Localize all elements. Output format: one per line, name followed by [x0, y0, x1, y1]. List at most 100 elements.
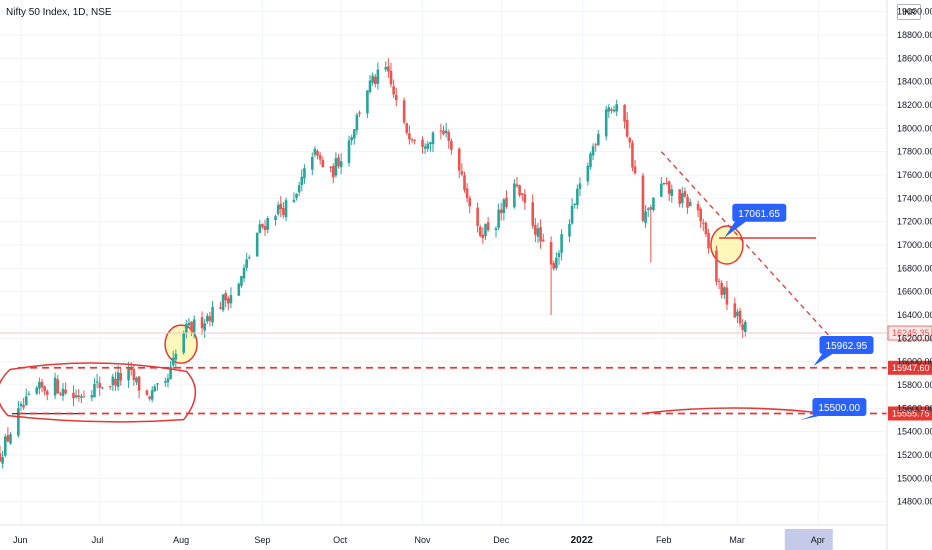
candle-body: [221, 294, 225, 311]
candle-body: [502, 199, 506, 213]
candle-body: [297, 185, 301, 193]
candle-body: [465, 188, 469, 199]
x-tick-label: Mar: [729, 535, 745, 545]
candle-body: [610, 109, 613, 111]
x-tick-label: Jun: [13, 535, 28, 545]
candle-body: [211, 306, 214, 323]
candle-body: [219, 307, 222, 309]
y-tick-label: 17400.00: [897, 193, 932, 203]
candle-body: [242, 267, 246, 279]
candle-body: [478, 226, 482, 236]
candle-body: [174, 353, 178, 360]
candle-body: [169, 366, 172, 380]
candle-body: [6, 435, 10, 442]
y-tick-label: 15200.00: [897, 450, 932, 460]
candle-body: [229, 295, 233, 304]
drawings: 15947.60 15555.75 16245.35 17061.65 15962.95…: [0, 151, 932, 423]
candle-body: [40, 381, 44, 388]
candle-body: [371, 75, 374, 83]
candle-body: [200, 317, 204, 329]
y-tick-label: 17200.00: [897, 217, 932, 227]
y-tick-label: 17800.00: [897, 147, 932, 157]
candle-body: [641, 175, 645, 221]
candle-body: [95, 381, 99, 383]
candle-body: [683, 191, 687, 197]
candle-body: [255, 232, 259, 257]
candle-body: [19, 403, 23, 407]
callout-box: [812, 398, 867, 416]
candle-body: [646, 208, 650, 210]
y-tick-label: 15400.00: [897, 427, 932, 437]
x-tick-label: Aug: [173, 535, 189, 545]
candle-body: [394, 94, 398, 101]
y-tick-label: 18800.00: [897, 30, 932, 40]
candle-body: [119, 373, 123, 381]
candle-body: [274, 216, 277, 221]
candle-body: [447, 132, 451, 141]
callout-pointer: [813, 351, 836, 366]
y-tick-label: 18600.00: [897, 53, 932, 63]
candle-body: [486, 222, 490, 231]
candlesticks: [0, 58, 747, 469]
candle-body: [77, 395, 81, 398]
candle-body: [515, 184, 519, 187]
candle-body: [27, 393, 31, 395]
callout-box: [819, 335, 874, 354]
candle-body: [43, 386, 46, 392]
candle-body: [670, 189, 674, 196]
y-tick-label: 18400.00: [897, 77, 932, 87]
candle-body: [625, 119, 629, 137]
candle-body: [156, 383, 159, 385]
last-price-label: 16245.35: [892, 328, 930, 338]
candle-body: [405, 123, 409, 133]
candle-body: [227, 298, 230, 304]
candle-body: [61, 388, 65, 397]
price-axis[interactable]: 14800.00 15000.00 15200.00 15400.00 15600.00…: [886, 0, 932, 550]
candle-body: [557, 252, 561, 258]
candle-body: [555, 257, 558, 269]
candle-body: [284, 200, 288, 218]
candle-body: [389, 70, 393, 85]
candle-body: [240, 276, 243, 286]
candle-body: [0, 453, 2, 462]
candle-body: [410, 139, 414, 141]
candle-body: [80, 396, 83, 398]
candle-body: [429, 142, 432, 145]
candle-body: [699, 208, 702, 222]
candle-body: [355, 114, 359, 131]
candle-body: [331, 166, 335, 178]
candle-body: [108, 386, 112, 388]
y-tick-label: 18200.00: [897, 100, 932, 110]
support-curve: [645, 407, 822, 414]
chart-title: Nifty 50 Index, 1D, NSE: [6, 7, 112, 18]
candle-body: [366, 90, 369, 114]
y-tick-label: 16800.00: [897, 263, 932, 273]
candle-body: [192, 319, 196, 333]
candle-body: [518, 185, 521, 196]
candle-body: [678, 189, 681, 204]
candle-body: [313, 148, 317, 155]
candle-body: [22, 405, 25, 408]
candle-body: [135, 377, 138, 383]
candle-body: [570, 205, 574, 224]
candle-body: [704, 222, 708, 235]
level-tag: [888, 360, 932, 375]
candle-body: [505, 197, 508, 207]
candle-body: [98, 382, 102, 388]
candle-body: [408, 133, 411, 140]
y-tick-label: 16400.00: [897, 310, 932, 320]
candle-body: [541, 239, 545, 242]
candle-body: [53, 377, 57, 396]
y-tick-label: 16000.00: [897, 357, 932, 367]
candle-body: [615, 104, 619, 112]
candle-body: [182, 333, 185, 353]
candle-body: [702, 222, 705, 224]
y-tick-label: 16600.00: [897, 287, 932, 297]
highlight-circle: [710, 225, 744, 265]
candle-body: [258, 224, 262, 233]
candle-body: [74, 395, 78, 398]
candle-body: [316, 150, 319, 156]
candle-body: [237, 283, 241, 296]
time-axis[interactable]: Jun Jul Aug Sep Oct Nov Dec 2022 Feb Mar Apr: [0, 524, 887, 546]
